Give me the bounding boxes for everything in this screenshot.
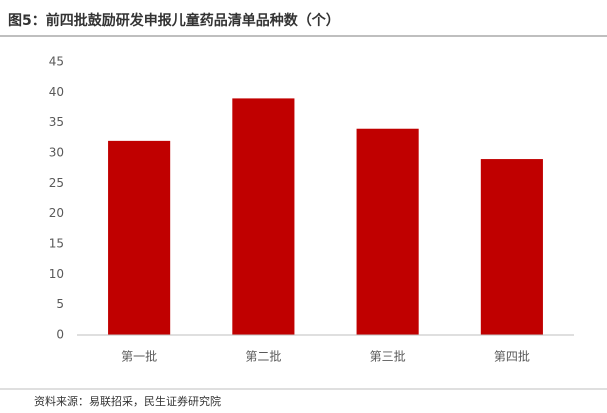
y-tick-label: 10 [49,267,64,281]
x-tick-label: 第三批 [370,349,406,364]
x-tick-label: 第二批 [245,349,281,364]
source-note: 资料来源：易联招采，民生证券研究院 [34,394,221,408]
y-tick-label: 30 [49,146,64,160]
y-tick-label: 0 [56,328,64,342]
y-tick-label: 25 [49,176,64,190]
y-tick-label: 5 [56,297,64,311]
x-tick-label: 第四批 [494,349,530,364]
bar [232,98,295,336]
bar [480,159,543,335]
y-tick-label: 15 [49,237,64,251]
x-tick-label: 第一批 [121,349,157,364]
y-tick-label: 35 [49,115,64,129]
bar [356,128,419,335]
y-tick-label: 45 [49,55,64,69]
y-tick-label: 20 [49,206,64,220]
y-tick-label: 40 [49,85,64,99]
bar [108,140,171,335]
chart-title: 图5：前四批鼓励研发申报儿童药品清单品种数（个） [8,12,340,29]
